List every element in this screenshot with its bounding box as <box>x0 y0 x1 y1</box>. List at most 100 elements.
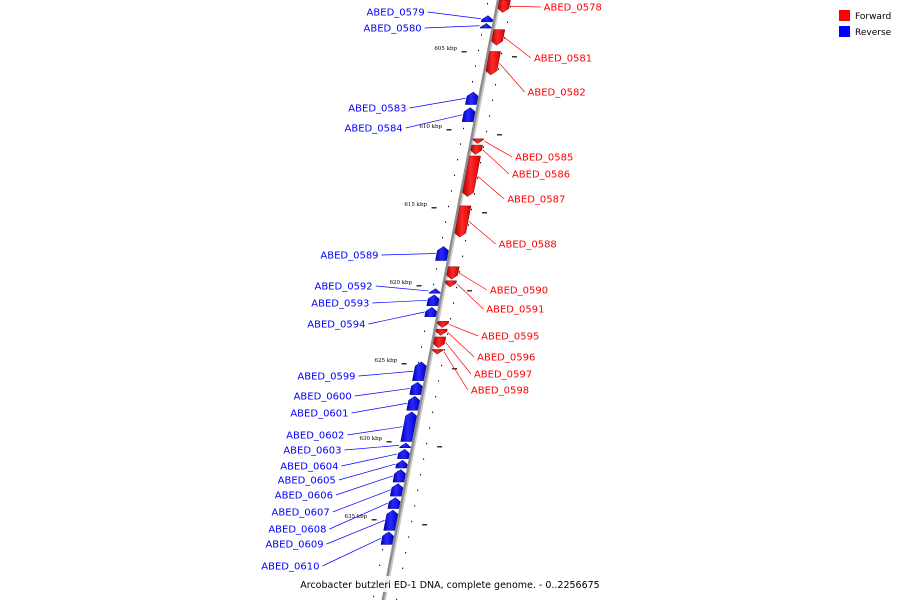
minor-tick <box>477 177 479 179</box>
gene-label-abed_0583[interactable]: ABED_0583 <box>348 104 406 115</box>
minor-tick <box>510 6 511 8</box>
gene-label-abed_0602[interactable]: ABED_0602 <box>286 431 344 442</box>
minor-tick <box>483 146 485 148</box>
minor-tick <box>495 84 497 86</box>
gene-label-abed_0592[interactable]: ABED_0592 <box>314 282 372 293</box>
minor-tick <box>396 598 398 600</box>
gene-feature-abed_0581[interactable] <box>491 29 506 46</box>
gene-label-abed_0599[interactable]: ABED_0599 <box>297 372 355 383</box>
gene-label-abed_0610[interactable]: ABED_0610 <box>261 562 319 573</box>
gene-feature-abed_0596[interactable] <box>435 328 448 336</box>
kbp-tick-label: 620 kbp <box>389 280 412 286</box>
gene-feature-abed_0586[interactable] <box>470 144 483 155</box>
gene-label-abed_0596[interactable]: ABED_0596 <box>477 353 535 364</box>
minor-tick <box>444 349 446 351</box>
gene-label-abed_0582[interactable]: ABED_0582 <box>528 88 586 99</box>
gene-feature-abed_0606[interactable] <box>392 469 406 483</box>
gene-label-abed_0606[interactable]: ABED_0606 <box>275 491 333 502</box>
gene-labels: ABED_0578 ABED_0579 ABED_0580 ABED_0581 ABED… <box>261 3 602 573</box>
gene-label-abed_0584[interactable]: ABED_0584 <box>345 124 403 135</box>
gene-feature-abed_0589[interactable] <box>435 246 449 261</box>
gene-feature-abed_0588[interactable] <box>454 205 472 238</box>
gene-feature-abed_0587[interactable] <box>462 155 481 197</box>
gene-label-abed_0578[interactable]: ABED_0578 <box>544 3 602 14</box>
gene-label-abed_0587[interactable]: ABED_0587 <box>507 195 565 206</box>
minor-tick <box>489 115 491 117</box>
minor-tick <box>471 208 473 211</box>
gene-feature-abed_0594[interactable] <box>424 307 438 317</box>
gene-feature-abed_0580[interactable] <box>479 23 492 29</box>
gene-feature-abed_0584[interactable] <box>461 107 476 122</box>
gene-feature-abed_0579[interactable] <box>481 15 494 23</box>
label-leader-line <box>354 388 410 397</box>
gene-feature-abed_0605[interactable] <box>395 459 408 469</box>
gene-label-abed_0597[interactable]: ABED_0597 <box>474 370 532 381</box>
minor-tick <box>435 396 437 398</box>
gene-feature-abed_0598[interactable] <box>432 349 444 355</box>
gene-label-abed_0603[interactable]: ABED_0603 <box>283 446 341 457</box>
label-leader-line <box>335 475 394 496</box>
minor-tick <box>436 268 438 270</box>
gene-label-abed_0601[interactable]: ABED_0601 <box>290 409 348 420</box>
gene-label-abed_0607[interactable]: ABED_0607 <box>272 508 330 519</box>
minor-tick <box>481 34 483 36</box>
label-leader-line <box>326 519 385 545</box>
gene-label-abed_0589[interactable]: ABED_0589 <box>320 251 378 262</box>
minor-tick <box>468 224 470 226</box>
kbp-tick-label: 625 kbp <box>374 358 397 364</box>
gene-label-abed_0604[interactable]: ABED_0604 <box>280 462 338 473</box>
gene-feature-abed_0600[interactable] <box>409 381 423 395</box>
label-leader-line <box>510 5 541 8</box>
minor-tick <box>382 549 384 551</box>
label-leader-line <box>338 463 396 481</box>
gene-feature-abed_0595[interactable] <box>437 321 450 328</box>
minor-tick <box>454 174 456 176</box>
gene-label-abed_0580[interactable]: ABED_0580 <box>364 24 422 35</box>
label-leader-line <box>344 445 400 451</box>
gene-label-abed_0594[interactable]: ABED_0594 <box>307 320 365 331</box>
minor-tick <box>402 567 404 569</box>
gene-label-abed_0608[interactable]: ABED_0608 <box>268 525 326 536</box>
gene-feature-abed_0603[interactable] <box>399 442 411 448</box>
minor-tick <box>379 564 381 566</box>
minor-tick <box>408 536 410 538</box>
gene-feature-abed_0599[interactable] <box>412 361 427 381</box>
gene-feature-abed_0578[interactable] <box>497 0 511 13</box>
gene-feature-abed_0602[interactable] <box>400 411 417 442</box>
legend-swatch-forward <box>839 10 850 21</box>
gene-label-abed_0609[interactable]: ABED_0609 <box>265 540 323 551</box>
gene-feature-abed_0601[interactable] <box>406 395 420 411</box>
minor-tick <box>448 205 450 208</box>
gene-feature-abed_0585[interactable] <box>472 138 485 144</box>
gene-label-abed_0585[interactable]: ABED_0585 <box>515 153 573 164</box>
gene-label-abed_0581[interactable]: ABED_0581 <box>534 54 592 65</box>
gene-feature-abed_0604[interactable] <box>397 448 410 459</box>
gene-feature-abed_0607[interactable] <box>389 483 404 497</box>
gene-label-abed_0605[interactable]: ABED_0605 <box>278 476 336 487</box>
gene-label-abed_0593[interactable]: ABED_0593 <box>311 299 369 310</box>
gene-label-abed_0598[interactable]: ABED_0598 <box>471 386 529 397</box>
gene-label-abed_0588[interactable]: ABED_0588 <box>499 240 557 251</box>
gene-feature-abed_0582[interactable] <box>485 51 501 76</box>
gene-feature-abed_0592[interactable] <box>428 288 441 294</box>
gene-feature-abed_0608[interactable] <box>387 497 401 509</box>
gene-label-abed_0579[interactable]: ABED_0579 <box>367 8 425 19</box>
gene-feature-abed_0591[interactable] <box>444 280 457 288</box>
kbp-tick-label: 615 kbp <box>404 202 427 208</box>
minor-tick <box>507 21 509 23</box>
label-leader-line <box>409 97 466 109</box>
gene-label-abed_0591[interactable]: ABED_0591 <box>486 305 544 316</box>
gene-label-abed_0586[interactable]: ABED_0586 <box>512 170 570 181</box>
gene-label-abed_0600[interactable]: ABED_0600 <box>294 392 352 403</box>
kbp-tick-label: 630 kbp <box>360 436 383 442</box>
gene-label-abed_0590[interactable]: ABED_0590 <box>490 286 548 297</box>
gene-feature-abed_0609[interactable] <box>383 509 399 531</box>
gene-feature-abed_0593[interactable] <box>426 294 440 307</box>
gene-feature-abed_0610[interactable] <box>380 531 394 545</box>
minor-tick <box>426 442 428 445</box>
gene-feature-abed_0597[interactable] <box>433 336 447 349</box>
gene-feature-abed_0583[interactable] <box>465 91 479 105</box>
gene-feature-abed_0590[interactable] <box>446 266 460 280</box>
backbone-line <box>381 0 500 600</box>
gene-label-abed_0595[interactable]: ABED_0595 <box>481 332 539 343</box>
